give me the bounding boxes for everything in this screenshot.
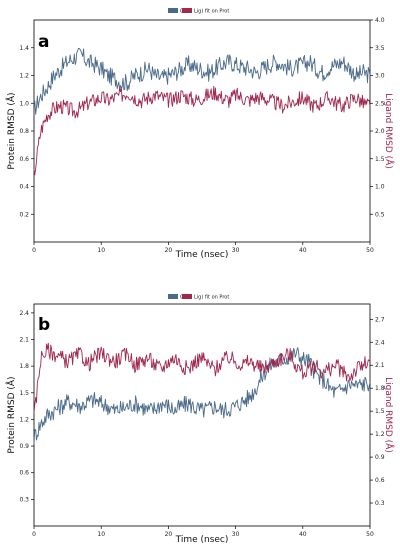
y-left-tick-label: 0.6 (19, 156, 29, 163)
y-right-tick-label: 1.5 (375, 156, 385, 163)
y-left-tick-label: 1.2 (19, 416, 29, 423)
series-line-left (33, 347, 371, 444)
y-left-tick-label: 0.3 (19, 496, 29, 503)
y-right-tick-label: 1.8 (375, 385, 385, 392)
y-left-axis-title: Protein RMSD (Å) (5, 92, 17, 169)
series-line-right (33, 342, 371, 413)
x-tick-label: 30 (232, 247, 240, 254)
y-right-tick-label: 1.0 (375, 184, 385, 191)
y-right-tick-label: 0.9 (375, 454, 385, 461)
legend-swatch (182, 8, 192, 13)
series-line-right (33, 85, 371, 176)
legend-swatch (168, 294, 178, 299)
y-left-tick-label: 0.6 (19, 470, 29, 477)
y-left-axis-title: Protein RMSD (Å) (5, 376, 17, 453)
y-right-tick-label: 0.6 (375, 477, 385, 484)
x-tick-label: 0 (32, 531, 36, 538)
x-tick-label: 0 (32, 247, 36, 254)
x-tick-label: 50 (366, 531, 374, 538)
y-left-tick-label: 0.4 (19, 184, 29, 191)
y-right-axis-title: Ligand RMSD (Å) (383, 93, 395, 169)
x-tick-label: 30 (232, 531, 240, 538)
y-right-tick-label: 1.2 (375, 431, 385, 438)
x-axis-title: Time (nsec) (175, 250, 229, 260)
y-right-tick-label: 3.0 (375, 73, 385, 80)
legend-label: Lig) fit on Prot (194, 295, 229, 301)
x-tick-label: 10 (97, 531, 105, 538)
x-tick-label: 40 (299, 531, 307, 538)
y-left-tick-label: 1.5 (19, 390, 29, 397)
legend: CαLig) fit on Prot (168, 294, 229, 301)
panel-label: b (38, 315, 50, 335)
y-right-tick-label: 4.0 (375, 17, 385, 24)
y-right-tick-label: 0.3 (375, 500, 385, 507)
y-right-tick-label: 2.0 (375, 128, 385, 135)
y-left-tick-label: 2.1 (19, 337, 29, 344)
x-axis-title: Time (nsec) (175, 535, 229, 545)
chart-panel-b: 0 10 20 30 40 50 0.3 0.6 0.9 1.2 1.5 1.8 2.1 2.4 0.3 0.… (5, 294, 395, 545)
y-right-tick-label: 3.5 (375, 45, 385, 52)
y-right-tick-label: 2.1 (375, 362, 385, 369)
y-left-tick-label: 0.8 (19, 128, 29, 135)
y-right-tick-label: 2.7 (375, 316, 385, 323)
x-tick-label: 40 (299, 247, 307, 254)
y-left-tick-label: 1.8 (19, 363, 29, 370)
plot-frame (33, 303, 371, 527)
x-tick-label: 50 (366, 247, 374, 254)
y-left-tick-label: 1.2 (19, 73, 29, 80)
y-left-tick-label: 2.4 (19, 310, 29, 317)
plot-frame (33, 19, 371, 243)
x-tick-label: 20 (165, 247, 173, 254)
legend-swatch (168, 8, 178, 13)
y-right-tick-label: 0.5 (375, 211, 385, 218)
chart-panel-a: 0 10 20 30 40 50 0.2 0.4 0.6 0.8 1.0 1.2 1.4 0.5 1.0 1.… (5, 8, 395, 260)
y-right-tick-label: 1.5 (375, 408, 385, 415)
y-right-tick-label: 2.5 (375, 100, 385, 107)
legend-label: Lig) fit on Prot (194, 9, 229, 15)
y-left-tick-label: 0.2 (19, 211, 29, 218)
x-tick-label: 10 (97, 247, 105, 254)
x-tick-label: 20 (165, 531, 173, 538)
series-line-left (33, 47, 371, 115)
y-right-axis-title: Ligand RMSD (Å) (383, 377, 395, 453)
y-right-tick-label: 2.4 (375, 339, 385, 346)
panel-label: a (38, 32, 49, 52)
legend: CαLig) fit on Prot (168, 8, 229, 15)
legend-swatch (182, 294, 192, 299)
y-left-tick-label: 1.4 (19, 45, 29, 52)
y-left-tick-label: 1.0 (19, 100, 29, 107)
y-left-tick-label: 0.9 (19, 443, 29, 450)
